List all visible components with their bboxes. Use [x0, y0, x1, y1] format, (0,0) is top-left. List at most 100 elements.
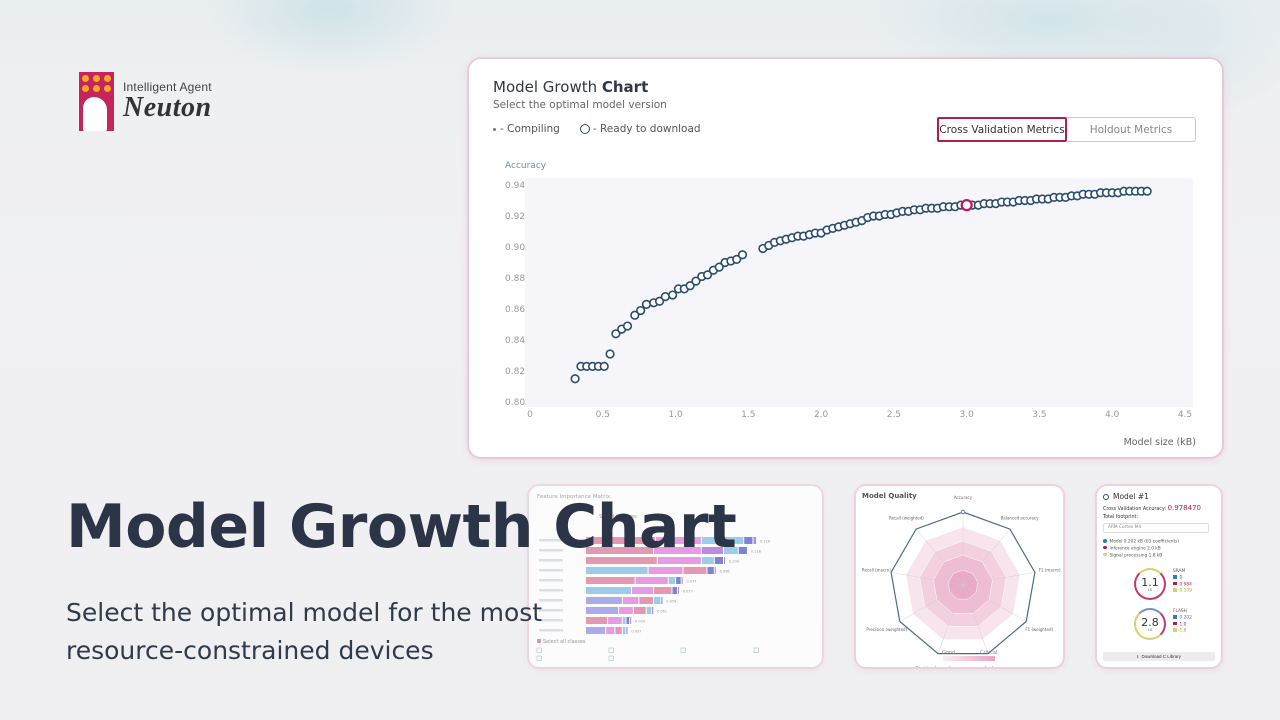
svg-text:0.034: 0.034 [635, 620, 646, 624]
hero-subtitle: Select the optimal model for the most re… [66, 598, 543, 665]
scale-critical: Critical [980, 650, 998, 656]
tab-holdout-metrics[interactable]: Holdout Metrics [1067, 117, 1196, 142]
fim-select-features[interactable]: Select features [599, 514, 637, 520]
model-growth-chart-card: Model Growth Chart Select the optimal mo… [469, 59, 1222, 457]
svg-text:0.88: 0.88 [505, 274, 525, 284]
svg-text:2.0: 2.0 [814, 410, 829, 420]
svg-text:0.86: 0.86 [505, 305, 525, 315]
model-point[interactable] [570, 374, 580, 384]
chart-legend: - Compiling - Ready to download [493, 123, 701, 135]
flash-gauge: 2.8 kB [1134, 608, 1166, 640]
svg-text:0.128: 0.128 [760, 540, 770, 544]
svg-text:0.118: 0.118 [751, 550, 761, 554]
svg-text:3.0: 3.0 [960, 410, 975, 420]
download-icon: ⭳ [1136, 653, 1139, 659]
svg-text:Accuracy: Accuracy [954, 495, 973, 500]
model-point[interactable] [636, 305, 646, 316]
hero-title: Model Growth Chart [66, 492, 737, 562]
svg-text:0: 0 [527, 410, 533, 420]
model-detail-card[interactable]: Model #1 Cross Validation Accuracy: 0.97… [1097, 486, 1221, 667]
flash-legend: FLASH 0.202 1.0 1.6 [1173, 609, 1192, 634]
model-point[interactable] [599, 361, 609, 371]
svg-text:0.84: 0.84 [505, 336, 525, 346]
model-point[interactable] [714, 262, 724, 272]
fim-title: Feature Importance Matrix [537, 494, 611, 500]
legend-ready: - Ready to download [592, 123, 701, 135]
sram-legend: SRAM 0 0.984 0.109 [1173, 569, 1192, 594]
feature-importance-card[interactable]: Feature Importance Matrix Select feature… [529, 486, 822, 667]
model-quality-card[interactable]: Model Quality Accuracy Balanced accuracy F… [856, 486, 1063, 667]
total-footprint-label: Total footprint: [1103, 515, 1139, 520]
download-c-library-button[interactable]: ⭳ Download C Library [1103, 652, 1215, 661]
card-subtitle: Select the optimal model version [493, 99, 667, 111]
feature-importance-bars: 0.128 0.118 0.100 0.096 0.077 0.077 0.059 0.061… [536, 537, 770, 661]
svg-text:Recall (macro): Recall (macro) [862, 568, 891, 573]
logo-mark-icon [79, 72, 114, 131]
svg-text:1.5: 1.5 [741, 410, 755, 420]
model-point[interactable] [732, 254, 742, 264]
ready-ring-icon [579, 124, 590, 134]
svg-text:0.037: 0.037 [631, 630, 641, 634]
footprint-rows: Model 0.202 kB (63 coefficients) Inferen… [1103, 539, 1179, 559]
device-select[interactable]: ARM Cortex-M4 [1103, 523, 1209, 533]
svg-text:F1 (macro): F1 (macro) [1039, 568, 1061, 573]
model-point[interactable] [737, 250, 748, 260]
model-point[interactable] [668, 290, 678, 300]
svg-text:0.077: 0.077 [683, 590, 693, 594]
svg-text:LogLoss: LogLoss [985, 666, 1001, 667]
neuton-logo: Intelligent Agent Neuton [79, 72, 212, 131]
svg-text:0.90: 0.90 [505, 243, 525, 253]
svg-text:Balanced accuracy: Balanced accuracy [1001, 516, 1039, 521]
y-axis-label: Accuracy [505, 161, 547, 171]
logo-subtitle: Intelligent Agent [123, 79, 212, 94]
svg-text:0.94: 0.94 [505, 181, 525, 191]
metrics-toggle: Cross Validation Metrics Holdout Metrics [937, 117, 1196, 142]
svg-text:0.92: 0.92 [505, 212, 525, 222]
model-quality-radar: Accuracy Balanced accuracy F1 (macro) F1 (w… [862, 495, 1061, 667]
x-axis-label: Model size (kB) [1123, 437, 1196, 448]
quality-scale-bar [943, 656, 995, 661]
scatter-plot[interactable]: 0.80 0.82 0.84 0.86 0.88 0.90 0.92 0.94 0 0.5 1.0 1… [469, 59, 1222, 457]
svg-text:4.0: 4.0 [1105, 410, 1120, 420]
svg-text:0.096: 0.096 [720, 570, 730, 574]
logo-name: Neuton [123, 91, 212, 123]
model-point[interactable] [702, 270, 713, 280]
svg-text:0.80: 0.80 [505, 398, 525, 408]
legend-compiling: - Compiling [500, 123, 560, 135]
svg-text:0.059: 0.059 [666, 600, 676, 604]
model-point[interactable] [641, 299, 652, 309]
compiling-dot-icon [493, 127, 496, 131]
svg-text:0.5: 0.5 [596, 410, 610, 420]
model-quality-title: Model Quality [862, 492, 917, 500]
cv-accuracy: Cross Validation Accuracy: 0.978470 [1103, 504, 1201, 512]
svg-text:0.077: 0.077 [687, 580, 697, 584]
selected-model-point[interactable] [960, 199, 973, 212]
svg-text:1.0: 1.0 [668, 410, 683, 420]
model-point[interactable] [622, 321, 633, 331]
model-point[interactable] [630, 310, 640, 320]
tab-cross-validation-metrics[interactable]: Cross Validation Metrics [937, 117, 1067, 142]
card-title: Model Growth Chart [493, 78, 649, 96]
svg-text:4.5: 4.5 [1178, 410, 1192, 420]
svg-text:0.100: 0.100 [729, 560, 739, 564]
model-point[interactable] [660, 292, 670, 302]
svg-text:0.82: 0.82 [505, 367, 525, 377]
svg-text:Recall (weighted): Recall (weighted) [889, 516, 924, 521]
svg-text:F1 (weighted): F1 (weighted) [1025, 627, 1053, 632]
svg-text:2.5: 2.5 [887, 410, 901, 420]
model-point[interactable] [685, 281, 695, 291]
svg-text:0.061: 0.061 [657, 610, 667, 614]
sram-gauge: 1.1 kB [1134, 568, 1166, 600]
model-point[interactable] [1142, 186, 1152, 196]
model-point[interactable] [691, 276, 701, 286]
svg-text:3.5: 3.5 [1032, 410, 1046, 420]
model-ring-icon [1103, 493, 1109, 500]
svg-text:Precision (weighted): Precision (weighted) [866, 627, 907, 632]
scale-good: Good [942, 650, 956, 656]
svg-text:Precision (macro): Precision (macro) [916, 666, 951, 667]
model-title: Model #1 [1103, 492, 1149, 501]
select-all-classes[interactable]: Select all classes [543, 639, 586, 645]
model-point[interactable] [605, 349, 615, 359]
model-point[interactable] [611, 329, 621, 339]
model-point[interactable] [654, 296, 665, 306]
